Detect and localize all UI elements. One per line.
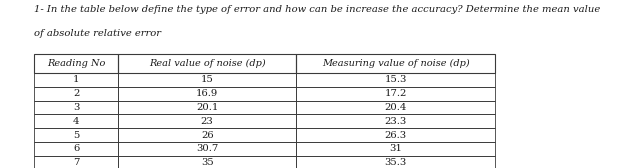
Text: 15: 15	[201, 75, 214, 85]
Bar	[34, 73, 118, 87]
Text: 17.2: 17.2	[384, 89, 407, 98]
Text: 35: 35	[201, 158, 214, 167]
Text: 2: 2	[73, 89, 80, 98]
Bar	[296, 114, 495, 128]
Bar	[118, 128, 296, 142]
Bar	[118, 54, 296, 73]
Bar	[296, 54, 495, 73]
Bar	[296, 101, 495, 114]
Text: 1: 1	[73, 75, 80, 85]
Bar	[118, 156, 296, 168]
Text: 20.4: 20.4	[384, 103, 407, 112]
Bar	[34, 114, 118, 128]
Bar	[34, 128, 118, 142]
Text: 35.3: 35.3	[384, 158, 407, 167]
Bar	[34, 101, 118, 114]
Bar	[296, 87, 495, 101]
Text: 4: 4	[73, 117, 80, 126]
Bar	[118, 73, 296, 87]
Bar	[296, 73, 495, 87]
Text: 3: 3	[73, 103, 80, 112]
Text: Measuring value of noise (dp): Measuring value of noise (dp)	[322, 59, 469, 68]
Text: 6: 6	[73, 144, 80, 153]
Text: 23.3: 23.3	[384, 117, 407, 126]
Text: 31: 31	[389, 144, 402, 153]
Text: Real value of noise (dp): Real value of noise (dp)	[149, 59, 265, 68]
Text: 26.3: 26.3	[384, 131, 407, 140]
Bar	[34, 54, 118, 73]
Text: 7: 7	[73, 158, 80, 167]
Text: 30.7: 30.7	[196, 144, 218, 153]
Text: 26: 26	[201, 131, 214, 140]
Text: 16.9: 16.9	[196, 89, 218, 98]
Bar	[34, 156, 118, 168]
Bar	[118, 101, 296, 114]
Text: of absolute relative error: of absolute relative error	[34, 29, 161, 38]
Text: 20.1: 20.1	[196, 103, 218, 112]
Bar	[118, 114, 296, 128]
Text: Reading No: Reading No	[47, 59, 105, 68]
Bar	[296, 156, 495, 168]
Bar	[34, 87, 118, 101]
Text: 1- In the table below define the type of error and how can be increase the accur: 1- In the table below define the type of…	[34, 5, 601, 14]
Text: 15.3: 15.3	[384, 75, 407, 85]
Bar	[118, 142, 296, 156]
Text: 23: 23	[201, 117, 214, 126]
Bar	[118, 87, 296, 101]
Bar	[296, 142, 495, 156]
Bar	[296, 128, 495, 142]
Text: 5: 5	[73, 131, 80, 140]
Bar	[34, 142, 118, 156]
